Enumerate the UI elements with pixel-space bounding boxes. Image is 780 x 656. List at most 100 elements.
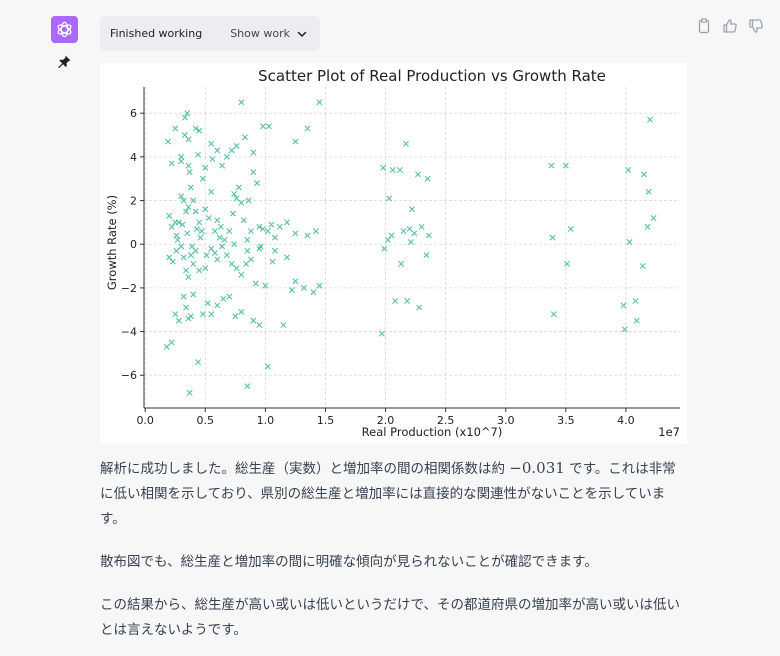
data-point: [244, 247, 251, 254]
data-point: [190, 197, 197, 204]
data-point: [264, 228, 271, 235]
data-point: [235, 184, 242, 191]
data-point: [562, 162, 569, 169]
x-tick-label: 1.0: [257, 414, 275, 427]
data-point: [244, 236, 251, 243]
data-point: [178, 193, 185, 200]
data-point: [400, 228, 407, 235]
data-point: [233, 265, 240, 272]
data-point: [197, 234, 204, 241]
answer-text-segment: 解析に成功しました。総生産（実数）と増加率の間の相関係数は約: [100, 461, 505, 477]
data-point: [262, 282, 269, 289]
data-point: [272, 247, 278, 254]
data-point: [625, 166, 632, 173]
y-tick-label: 4: [130, 151, 137, 164]
show-work-button[interactable]: Show work: [230, 27, 308, 40]
data-point: [259, 225, 266, 232]
pin-icon[interactable]: [56, 54, 72, 70]
data-point: [650, 215, 657, 222]
data-point: [185, 136, 192, 143]
data-point: [168, 339, 175, 346]
data-point: [238, 99, 245, 106]
data-point: [174, 236, 181, 243]
data-point: [173, 232, 180, 239]
data-point: [208, 311, 215, 318]
data-point: [386, 195, 393, 202]
data-point: [265, 123, 272, 130]
data-point: [280, 322, 287, 329]
data-point: [292, 278, 299, 285]
data-point: [214, 256, 221, 263]
data-point: [196, 219, 203, 226]
data-point: [204, 300, 211, 307]
data-point: [409, 206, 415, 213]
y-tick-label: 6: [130, 107, 137, 120]
data-point: [219, 162, 226, 169]
data-point: [621, 326, 628, 333]
y-tick-label: −4: [121, 326, 137, 339]
data-point: [244, 383, 251, 390]
data-point: [284, 219, 291, 226]
data-point: [178, 243, 185, 250]
data-point: [316, 99, 323, 106]
data-point: [202, 164, 209, 171]
data-point: [175, 317, 182, 324]
data-point: [567, 225, 574, 232]
data-point: [288, 287, 295, 294]
data-point: [264, 363, 271, 370]
data-point: [392, 298, 399, 304]
data-point: [247, 256, 254, 263]
data-point: [406, 225, 413, 232]
x-offset-label: 1e7: [658, 425, 680, 439]
data-point: [196, 127, 203, 134]
data-point: [238, 271, 245, 278]
data-point: [416, 304, 423, 311]
data-point: [549, 234, 556, 241]
data-point: [169, 258, 176, 265]
data-point: [233, 142, 240, 149]
data-point: [247, 228, 254, 235]
data-point: [190, 291, 197, 298]
data-point: [180, 293, 187, 300]
data-point: [220, 295, 227, 302]
data-point: [184, 110, 191, 117]
data-point: [268, 221, 275, 228]
data-point: [252, 280, 259, 287]
data-point: [245, 197, 252, 204]
thumbs-down-icon[interactable]: [748, 18, 764, 34]
data-point: [231, 241, 238, 248]
data-point: [292, 138, 299, 145]
clipboard-icon[interactable]: [696, 18, 712, 34]
thumbs-up-icon[interactable]: [722, 18, 738, 34]
correlation-value: −0.031: [509, 459, 565, 477]
chart-title: Scatter Plot of Real Production vs Growt…: [258, 67, 606, 85]
data-point: [180, 197, 187, 204]
data-point: [211, 228, 218, 235]
data-point: [193, 225, 200, 232]
data-point: [195, 359, 202, 366]
answer-paragraph-3: この結果から、総生産が高い或いは低いというだけで、その都道府県の増加率が高い或い…: [100, 597, 680, 638]
data-point: [181, 114, 188, 121]
data-point: [645, 188, 652, 195]
data-point: [205, 215, 212, 222]
x-tick-label: 0.5: [197, 414, 215, 427]
data-point: [187, 184, 194, 191]
data-point: [564, 260, 571, 267]
data-point: [199, 311, 206, 318]
data-point: [256, 223, 263, 230]
data-point: [214, 147, 221, 154]
data-point: [228, 147, 235, 154]
data-point: [203, 252, 210, 259]
data-point: [380, 164, 387, 171]
data-point: [424, 175, 431, 182]
data-point: [229, 210, 236, 217]
data-point: [626, 239, 633, 246]
data-point: [226, 228, 233, 235]
data-point: [253, 180, 260, 187]
data-point: [276, 223, 283, 230]
y-tick-label: 2: [130, 195, 137, 208]
data-point: [241, 134, 248, 141]
data-point: [403, 140, 409, 147]
data-point: [272, 234, 278, 241]
data-point: [548, 162, 555, 169]
